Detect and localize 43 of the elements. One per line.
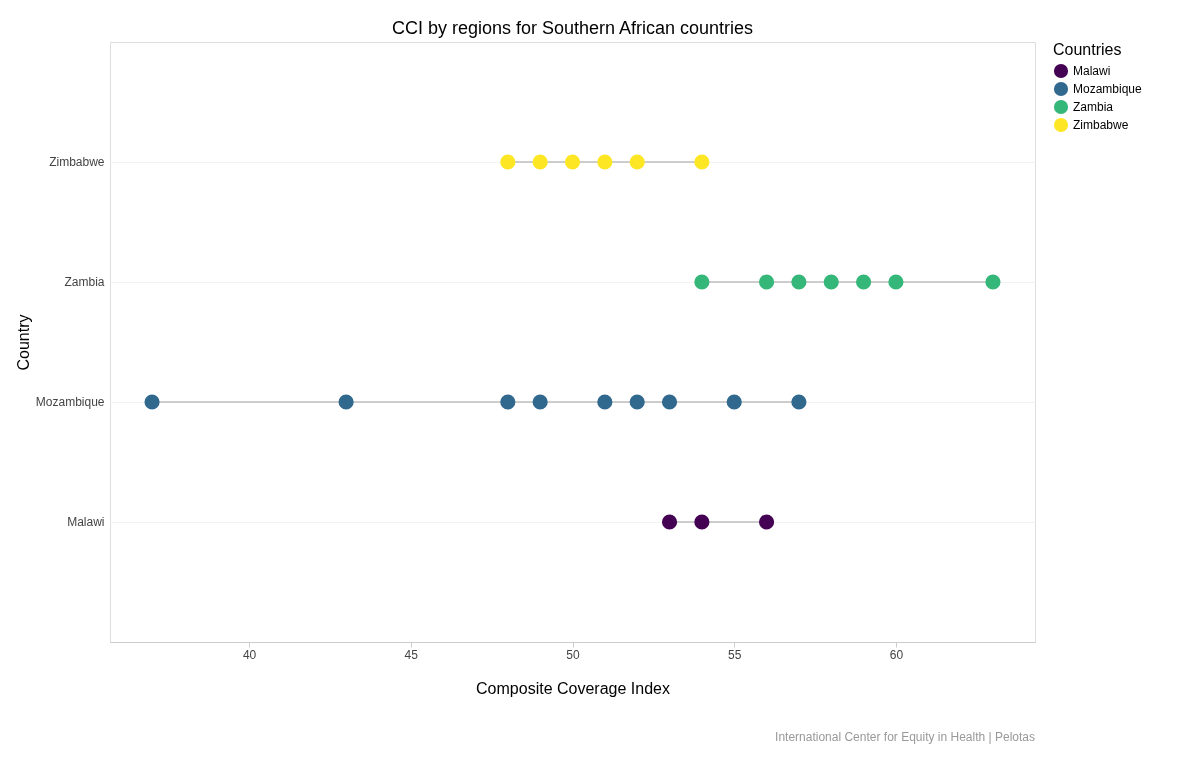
y-tick-label: Zimbabwe xyxy=(49,155,105,169)
point xyxy=(661,514,678,530)
chart-title: CCI by regions for Southern African countries xyxy=(391,18,754,38)
point xyxy=(629,154,645,170)
x-tick-label: 55 xyxy=(728,647,742,662)
point xyxy=(500,394,516,410)
point xyxy=(500,154,516,170)
y-axis-title: Country xyxy=(14,314,32,371)
point xyxy=(532,394,548,410)
x-tick-label: 50 xyxy=(566,647,580,662)
text: International Center for Equity in Health | Pelotas xyxy=(775,730,1035,744)
point xyxy=(629,394,645,410)
x-tick-label: 40 xyxy=(242,647,257,662)
point xyxy=(694,514,710,530)
point xyxy=(144,394,160,410)
x-axis-title: Composite Coverage Index xyxy=(476,679,670,697)
legend-label: Malawi xyxy=(1073,64,1111,78)
point xyxy=(338,394,354,410)
legend-title: Countries xyxy=(1053,41,1122,58)
legend-label: Mozambique xyxy=(1073,82,1143,96)
legend-label: Zambia xyxy=(1073,100,1114,114)
point xyxy=(985,274,1001,290)
point xyxy=(694,274,710,290)
point xyxy=(597,154,613,170)
point xyxy=(888,274,904,290)
point xyxy=(726,394,742,410)
point xyxy=(564,154,581,170)
point xyxy=(758,274,775,290)
legend-label: Zimbabwe xyxy=(1073,118,1129,132)
point xyxy=(823,274,839,290)
point xyxy=(791,274,807,290)
x-tick-label: 45 xyxy=(404,647,419,662)
point xyxy=(532,154,548,170)
point xyxy=(758,514,775,530)
x-tick-label: 60 xyxy=(889,647,904,662)
y-tick-label: Zambia xyxy=(64,275,105,289)
point xyxy=(791,394,807,410)
point xyxy=(694,154,710,170)
y-tick-label: Mozambique xyxy=(35,395,105,409)
point xyxy=(597,394,613,410)
point xyxy=(856,274,872,290)
y-tick-label: Malawi xyxy=(67,515,105,529)
point xyxy=(661,394,678,410)
